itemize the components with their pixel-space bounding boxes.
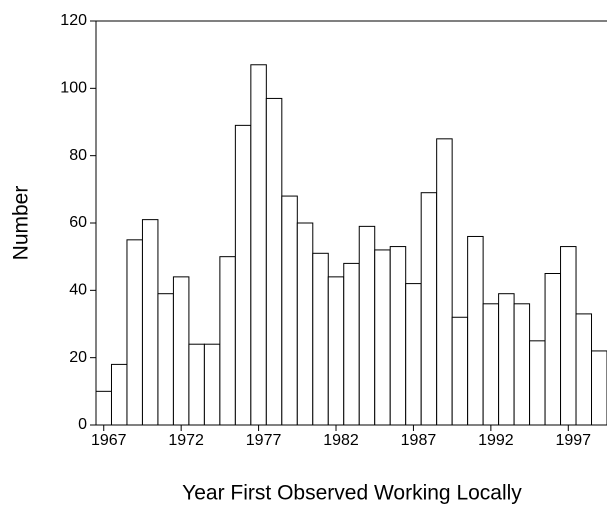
x-tick-label: 1967: [91, 432, 127, 449]
y-tick-label: 20: [69, 349, 87, 366]
bar: [358, 225, 376, 426]
x-tick-label: 1987: [401, 432, 437, 449]
bar: [126, 239, 143, 426]
bar: [219, 256, 236, 426]
y-tick-label: 60: [69, 214, 87, 231]
bar: [188, 343, 205, 426]
bar: [436, 138, 453, 426]
y-tick-label: 0: [78, 416, 87, 433]
x-tick-label: 1997: [555, 432, 591, 449]
bar: [467, 235, 484, 426]
bar: [420, 192, 438, 426]
x-axis-label: Year First Observed Working Locally: [182, 482, 522, 505]
bar: [343, 262, 360, 426]
bar: [389, 246, 407, 426]
bar: [157, 293, 174, 426]
bar: [327, 276, 345, 426]
bar: [234, 124, 252, 426]
bar: [141, 219, 159, 426]
x-tick-label: 1977: [246, 432, 282, 449]
bar: [265, 97, 283, 426]
bar: [513, 303, 531, 426]
bar: [281, 195, 298, 426]
bar: [172, 276, 190, 426]
y-axis-label: Number: [10, 186, 33, 261]
bar: [591, 350, 607, 426]
bar: [312, 252, 329, 426]
bar: [451, 316, 469, 426]
bar: [560, 246, 577, 426]
bar: [250, 64, 267, 426]
y-tick-label: 40: [69, 282, 87, 299]
x-tick-label: 1982: [323, 432, 359, 449]
bar: [498, 293, 515, 426]
y-tick-label: 100: [60, 80, 87, 97]
bar: [529, 340, 546, 426]
y-tick-label: 80: [69, 147, 87, 164]
bar: [95, 390, 112, 426]
bar: [296, 222, 314, 426]
bar: [374, 249, 391, 426]
y-tick-label: 120: [60, 12, 87, 29]
bar: [575, 313, 593, 426]
bar: [482, 303, 500, 426]
bar: [203, 343, 221, 426]
x-tick-label: 1972: [168, 432, 204, 449]
bar: [544, 273, 562, 426]
bar: [405, 283, 422, 426]
x-tick-label: 1992: [478, 432, 514, 449]
bar: [110, 363, 128, 426]
